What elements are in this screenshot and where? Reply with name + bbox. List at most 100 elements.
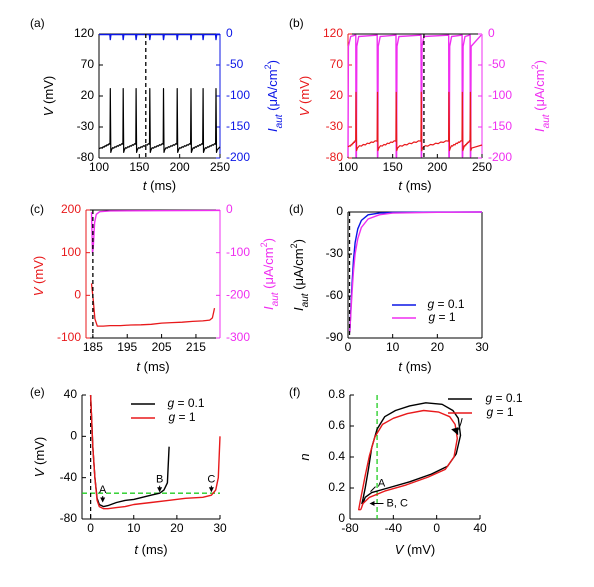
- x-axis-label: t (ms): [134, 542, 167, 557]
- annotation-label: C: [207, 474, 215, 486]
- current-trace: [99, 33, 220, 41]
- x-tick-label: -40: [385, 521, 403, 535]
- panel-c: 185 195 205 215 -100 0 100 200 -300 -200 -100 0 (c) V…: [30, 202, 281, 374]
- panel-label: (c): [30, 202, 44, 216]
- y2-axis-label: Iaut (μA/cm2): [259, 238, 281, 310]
- y-tick-label: -80: [60, 511, 78, 525]
- annotation-label: A: [378, 478, 386, 490]
- panel-label: (d): [289, 202, 304, 216]
- voltage-trace: [90, 283, 216, 327]
- y-tick-label: 40: [64, 387, 78, 401]
- current-trace: [90, 209, 221, 254]
- legend-label-g01: g = 0.1: [485, 391, 522, 405]
- panel-label: (e): [30, 385, 45, 399]
- y-tick-label: 20: [330, 88, 344, 102]
- y-axis-label: Iaut (μA/cm2): [289, 239, 311, 311]
- panel-b: 100 150 200 250 -80 -30 20 70 120 -200 -150 -100 -50…: [289, 16, 552, 193]
- x-tick-label: 40: [473, 521, 487, 535]
- voltage-trace: [98, 87, 221, 153]
- series-g1: [358, 409, 458, 511]
- series-g01: [349, 211, 483, 333]
- y-tick-label: 20: [81, 88, 95, 102]
- y-axis-label: V (mV): [32, 437, 47, 477]
- y-tick-label: -30: [326, 246, 344, 260]
- y-tick-label: 0.2: [328, 480, 345, 494]
- panel-f: -80 -40 0 40 0 0.2 0.4 0.6 0.8 AB, C g = 0.1g = 1 (…: [289, 385, 523, 557]
- x-tick-label: -80: [341, 521, 359, 535]
- y-tick-label: 70: [81, 57, 95, 71]
- x-tick-label: 0: [433, 521, 440, 535]
- y2-tick-label: 0: [488, 26, 495, 40]
- annotation-arrowhead: [369, 501, 375, 506]
- legend-label-g1: g = 1: [168, 410, 195, 424]
- y2-tick-label: -50: [226, 57, 244, 71]
- panel-e: 0 10 20 30 -80 -40 0 40 A B Cg = 0.1g = 1 (e) V (mV)…: [30, 385, 227, 557]
- y2-tick-label: 0: [226, 202, 233, 216]
- x-axis-label: t (ms): [398, 178, 431, 193]
- x-tick-label: 20: [431, 340, 445, 354]
- x-tick-label: 10: [127, 521, 141, 535]
- y-tick-label: 200: [61, 202, 81, 216]
- x-axis-label: t (ms): [398, 359, 431, 374]
- x-tick-label: 195: [117, 340, 137, 354]
- y-tick-label: 0.8: [328, 387, 345, 401]
- y2-tick-label: -100: [226, 245, 250, 259]
- current-trace: [347, 34, 482, 158]
- x-tick-label: 200: [170, 160, 190, 174]
- legend-label-g1: g = 1: [486, 405, 513, 419]
- x-tick-label: 30: [475, 340, 489, 354]
- annotation-arrow: [370, 486, 376, 493]
- y2-tick-label: 0: [226, 26, 233, 40]
- y-tick-label: -80: [326, 150, 344, 164]
- y-axis-label: V (mV): [41, 76, 56, 116]
- x-tick-label: 0: [345, 340, 352, 354]
- x-tick-label: 185: [83, 340, 103, 354]
- annotation-arrowhead: [208, 487, 214, 493]
- panel-d: 0 10 20 30 -90 -60 -30 0 g = 0.1g = 1 (d) Iaut (μA…: [289, 202, 489, 374]
- y2-tick-label: -300: [226, 330, 250, 344]
- y2-tick-label: -200: [226, 150, 250, 164]
- panel-label: (f): [289, 385, 300, 399]
- x-tick-label: 200: [427, 160, 447, 174]
- y-tick-label: -40: [60, 470, 78, 484]
- x-tick-label: 215: [186, 340, 206, 354]
- x-tick-label: 30: [213, 521, 227, 535]
- y2-tick-label: -150: [226, 119, 250, 133]
- y-tick-label: -100: [57, 330, 81, 344]
- annotation-label: B, C: [387, 497, 408, 509]
- y-axis-label: n: [297, 453, 312, 460]
- y-axis-label: V (mV): [31, 256, 46, 296]
- legend-label-g1: g = 1: [428, 310, 455, 324]
- y2-tick-label: -150: [488, 119, 512, 133]
- y-tick-label: 0: [336, 204, 343, 218]
- x-tick-label: 100: [89, 160, 109, 174]
- annotation-arrowhead: [100, 497, 106, 503]
- y-tick-label: -80: [77, 150, 95, 164]
- x-tick-label: 0: [87, 521, 94, 535]
- legend-label-g01: g = 0.1: [427, 297, 464, 311]
- y-tick-label: 0.4: [328, 449, 345, 463]
- x-tick-label: 10: [386, 340, 400, 354]
- voltage-trace: [347, 91, 483, 152]
- x-axis-label: V (mV): [395, 542, 435, 557]
- y-tick-label: 0.6: [328, 418, 345, 432]
- series-g1: [89, 394, 221, 510]
- y2-axis-label: Iaut (μA/cm2): [530, 60, 552, 132]
- annotation-label: A: [99, 484, 107, 496]
- series-g01: [361, 402, 462, 505]
- y-tick-label: -90: [326, 330, 344, 344]
- x-tick-label: 250: [472, 160, 492, 174]
- y2-tick-label: -200: [488, 150, 512, 164]
- y2-axis-label: Iaut (μA/cm2): [263, 60, 285, 132]
- x-tick-label: 20: [170, 521, 184, 535]
- legend-label-g01: g = 0.1: [167, 396, 204, 410]
- y-tick-label: 120: [323, 26, 343, 40]
- y2-tick-label: -50: [488, 57, 506, 71]
- direction-arrowhead: [451, 427, 459, 436]
- panel-label: (b): [289, 16, 304, 30]
- y2-tick-label: -100: [226, 88, 250, 102]
- x-tick-label: 250: [210, 160, 230, 174]
- y-axis-label: V (mV): [297, 76, 312, 116]
- y-tick-label: 0: [70, 429, 77, 443]
- y-tick-label: -30: [77, 119, 95, 133]
